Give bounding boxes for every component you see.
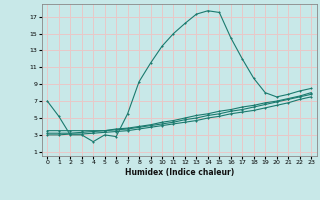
X-axis label: Humidex (Indice chaleur): Humidex (Indice chaleur) xyxy=(124,168,234,177)
